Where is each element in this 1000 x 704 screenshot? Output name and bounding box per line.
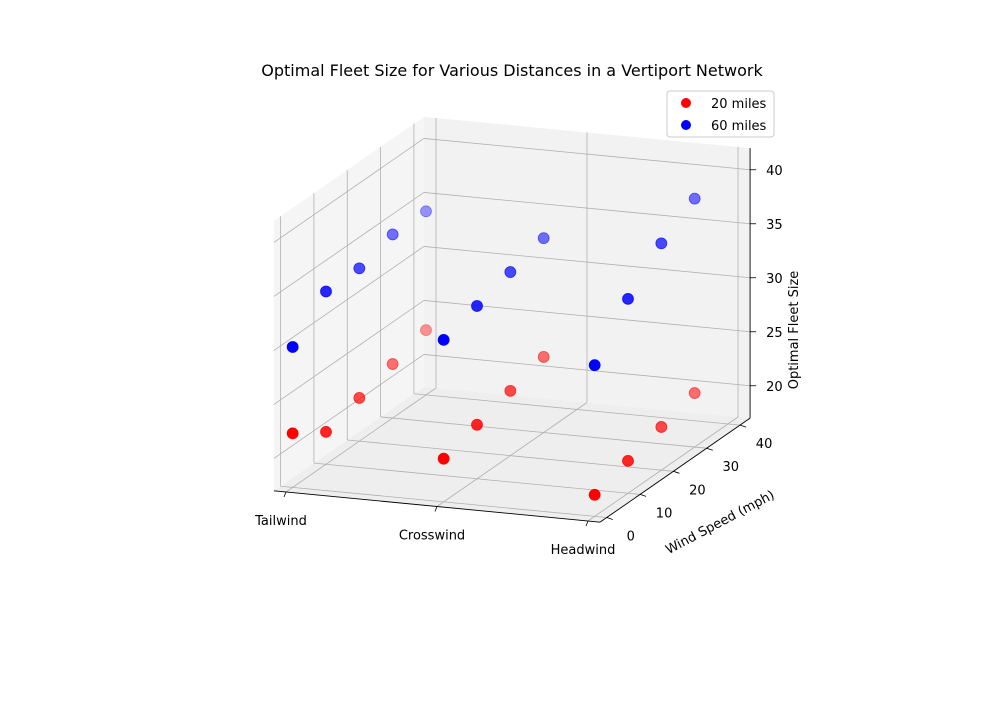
y-gridline-floor — [380, 416, 707, 449]
x-gridline-floor — [436, 402, 588, 507]
y-tick-mark — [739, 424, 747, 428]
x-tick-label: Headwind — [551, 543, 616, 558]
tick-labels: Tailwind Crosswind Headwind 0 10 20 30 40 20 25 30… — [254, 164, 782, 558]
point-20-miles — [286, 427, 299, 440]
z-gridline-left — [273, 246, 425, 351]
grid-lines — [273, 118, 751, 522]
point-20-miles — [471, 418, 483, 431]
legend-label-60-miles: 60 miles — [711, 119, 767, 134]
legend-swatch-20-miles — [681, 98, 691, 108]
x-tick-label: Tailwind — [254, 514, 307, 529]
point-60-miles — [386, 228, 399, 241]
point-60-miles — [437, 333, 450, 346]
legend-swatch-60-miles — [681, 120, 691, 130]
legend[interactable]: 20 miles 60 miles — [666, 90, 775, 138]
data-points — [286, 192, 701, 501]
z-gridline-left — [273, 138, 425, 243]
point-20-miles — [386, 358, 399, 370]
y-tick-mark — [606, 517, 613, 520]
point-60-miles — [504, 266, 517, 278]
point-20-miles — [655, 421, 668, 433]
y-gridline-floor — [413, 393, 741, 426]
z-tick-label: 40 — [766, 164, 783, 179]
point-60-miles — [655, 237, 668, 250]
y-axis-label: Wind Speed (mph) — [663, 488, 777, 558]
x-gridline-floor — [587, 416, 739, 522]
legend-box — [666, 90, 775, 138]
chart-title: Optimal Fleet Size for Various Distances… — [261, 61, 763, 80]
point-60-miles — [353, 262, 366, 275]
y-tick-label: 20 — [689, 483, 706, 498]
z-tick-label: 20 — [766, 380, 783, 395]
x-gridline-floor — [285, 387, 437, 493]
point-20-miles — [320, 425, 332, 438]
y-tick-label: 30 — [722, 460, 739, 475]
z-gridline-left — [273, 354, 425, 459]
point-60-miles — [320, 285, 332, 298]
z-tick-label: 25 — [766, 326, 783, 341]
point-60-miles — [688, 192, 701, 205]
point-60-miles — [588, 359, 601, 372]
x-tick-label: Crosswind — [399, 529, 465, 544]
y-tick-mark — [673, 470, 680, 474]
x-tick-mark — [434, 506, 438, 512]
point-60-miles — [286, 341, 299, 353]
y-tick-label: 10 — [656, 506, 673, 521]
point-20-miles — [420, 324, 432, 337]
point-20-miles — [622, 454, 634, 467]
y-gridline-floor — [313, 462, 641, 495]
point-60-miles — [622, 292, 634, 305]
point-20-miles — [504, 384, 517, 397]
z-gridline-left — [273, 300, 425, 405]
point-20-miles — [437, 452, 450, 465]
z-tick-label: 30 — [766, 272, 783, 287]
point-20-miles — [537, 351, 550, 363]
y-axis-line — [599, 417, 751, 523]
point-20-miles — [588, 488, 601, 501]
point-60-miles — [537, 232, 550, 245]
y-tick-mark — [639, 494, 647, 497]
y-tick-mark — [706, 447, 713, 451]
y-gridline-floor — [347, 439, 674, 472]
point-20-miles — [353, 392, 366, 404]
y-tick-label: 0 — [627, 530, 635, 545]
z-gridline-left — [273, 192, 425, 297]
point-60-miles — [420, 205, 432, 218]
z-tick-label: 35 — [766, 218, 783, 233]
point-20-miles — [688, 387, 701, 399]
y-tick-label: 40 — [756, 437, 773, 452]
y-gridline-floor — [280, 485, 607, 518]
point-60-miles — [471, 300, 483, 312]
z-axis-label: Optimal Fleet Size — [787, 271, 802, 390]
x-tick-mark — [283, 491, 287, 498]
left-pane — [273, 116, 424, 491]
x-tick-mark — [585, 520, 589, 527]
axis-panes — [273, 116, 751, 523]
legend-label-20-miles: 20 miles — [711, 97, 767, 112]
